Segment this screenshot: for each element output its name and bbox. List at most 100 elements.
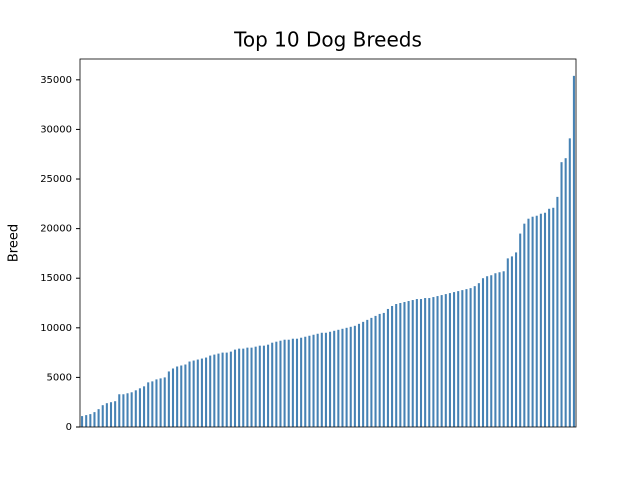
bar [246, 347, 249, 427]
bar [275, 341, 278, 427]
bar [221, 352, 224, 427]
bar [391, 305, 394, 427]
bar [196, 359, 199, 427]
bar [163, 377, 166, 427]
bar [279, 340, 282, 427]
bar [109, 402, 113, 427]
y-tick-label: 35000 [40, 75, 72, 86]
y-tick-label: 30000 [40, 124, 72, 135]
bar [295, 338, 299, 427]
bar [378, 313, 381, 427]
bar [490, 275, 493, 427]
bar [444, 294, 447, 427]
bar [101, 405, 104, 427]
bar [341, 328, 344, 427]
bar [151, 381, 154, 427]
plot-frame [79, 58, 577, 428]
bar [271, 342, 274, 427]
bar [312, 334, 315, 427]
y-tick-label: 10000 [40, 323, 72, 334]
y-axis-label: Breed [7, 224, 22, 262]
bar [432, 297, 435, 427]
bar [349, 326, 352, 427]
bar [213, 354, 216, 427]
y-tick-label: 5000 [47, 372, 72, 383]
bar [225, 352, 228, 427]
bar [205, 357, 208, 427]
bar [171, 368, 175, 427]
bar [138, 388, 141, 427]
bar [97, 409, 100, 427]
bar [316, 333, 319, 427]
bar [531, 216, 534, 427]
bar [176, 366, 179, 427]
bar [548, 208, 551, 427]
bar [498, 272, 501, 427]
bar [457, 291, 460, 427]
bar [192, 360, 195, 427]
bar [89, 414, 92, 427]
bar [395, 304, 398, 427]
bar [370, 317, 373, 427]
bar [233, 349, 237, 427]
bar [262, 345, 265, 427]
bar [209, 355, 212, 427]
bar [448, 293, 451, 427]
bar [180, 365, 183, 427]
bar [130, 392, 133, 427]
bar [362, 321, 365, 427]
bar [486, 276, 489, 427]
bar [291, 338, 294, 427]
bar [560, 162, 563, 427]
bar [267, 344, 270, 427]
bar [283, 339, 286, 427]
bar [167, 371, 170, 427]
bar [399, 303, 402, 427]
bar [184, 364, 187, 427]
bar [188, 361, 191, 427]
bar [81, 416, 84, 427]
bar [473, 286, 476, 427]
bar [122, 394, 125, 427]
bar [333, 330, 336, 427]
bar [357, 323, 361, 427]
chart-title: Top 10 Dog Breeds [233, 28, 422, 52]
bar [85, 415, 88, 427]
bar [539, 213, 542, 427]
y-tick-label: 15000 [40, 273, 72, 284]
bar [465, 289, 468, 427]
bar [353, 325, 356, 427]
bar [506, 258, 509, 427]
bar [436, 296, 439, 427]
bar [552, 207, 555, 427]
bar [143, 386, 146, 427]
bar [453, 292, 456, 427]
y-tick-label: 20000 [40, 224, 72, 235]
bar [428, 298, 431, 427]
bar [568, 138, 571, 428]
bar [419, 299, 423, 427]
bar [308, 335, 311, 427]
bar [114, 401, 117, 427]
bar [440, 295, 443, 427]
bar [477, 283, 480, 427]
bar [502, 271, 505, 427]
bar [105, 403, 108, 427]
bar [304, 336, 307, 427]
bar [300, 337, 303, 427]
bar [229, 351, 232, 427]
bar [337, 329, 340, 427]
bar [481, 278, 485, 427]
bar [411, 300, 414, 427]
bar [345, 327, 348, 427]
bar [242, 348, 245, 427]
bar [329, 331, 332, 427]
bar [374, 315, 377, 427]
bar [424, 298, 427, 427]
bar [320, 332, 323, 427]
bar [564, 158, 567, 427]
bar [217, 353, 220, 427]
bar [415, 299, 418, 427]
bar [535, 215, 538, 427]
bar [147, 382, 150, 427]
